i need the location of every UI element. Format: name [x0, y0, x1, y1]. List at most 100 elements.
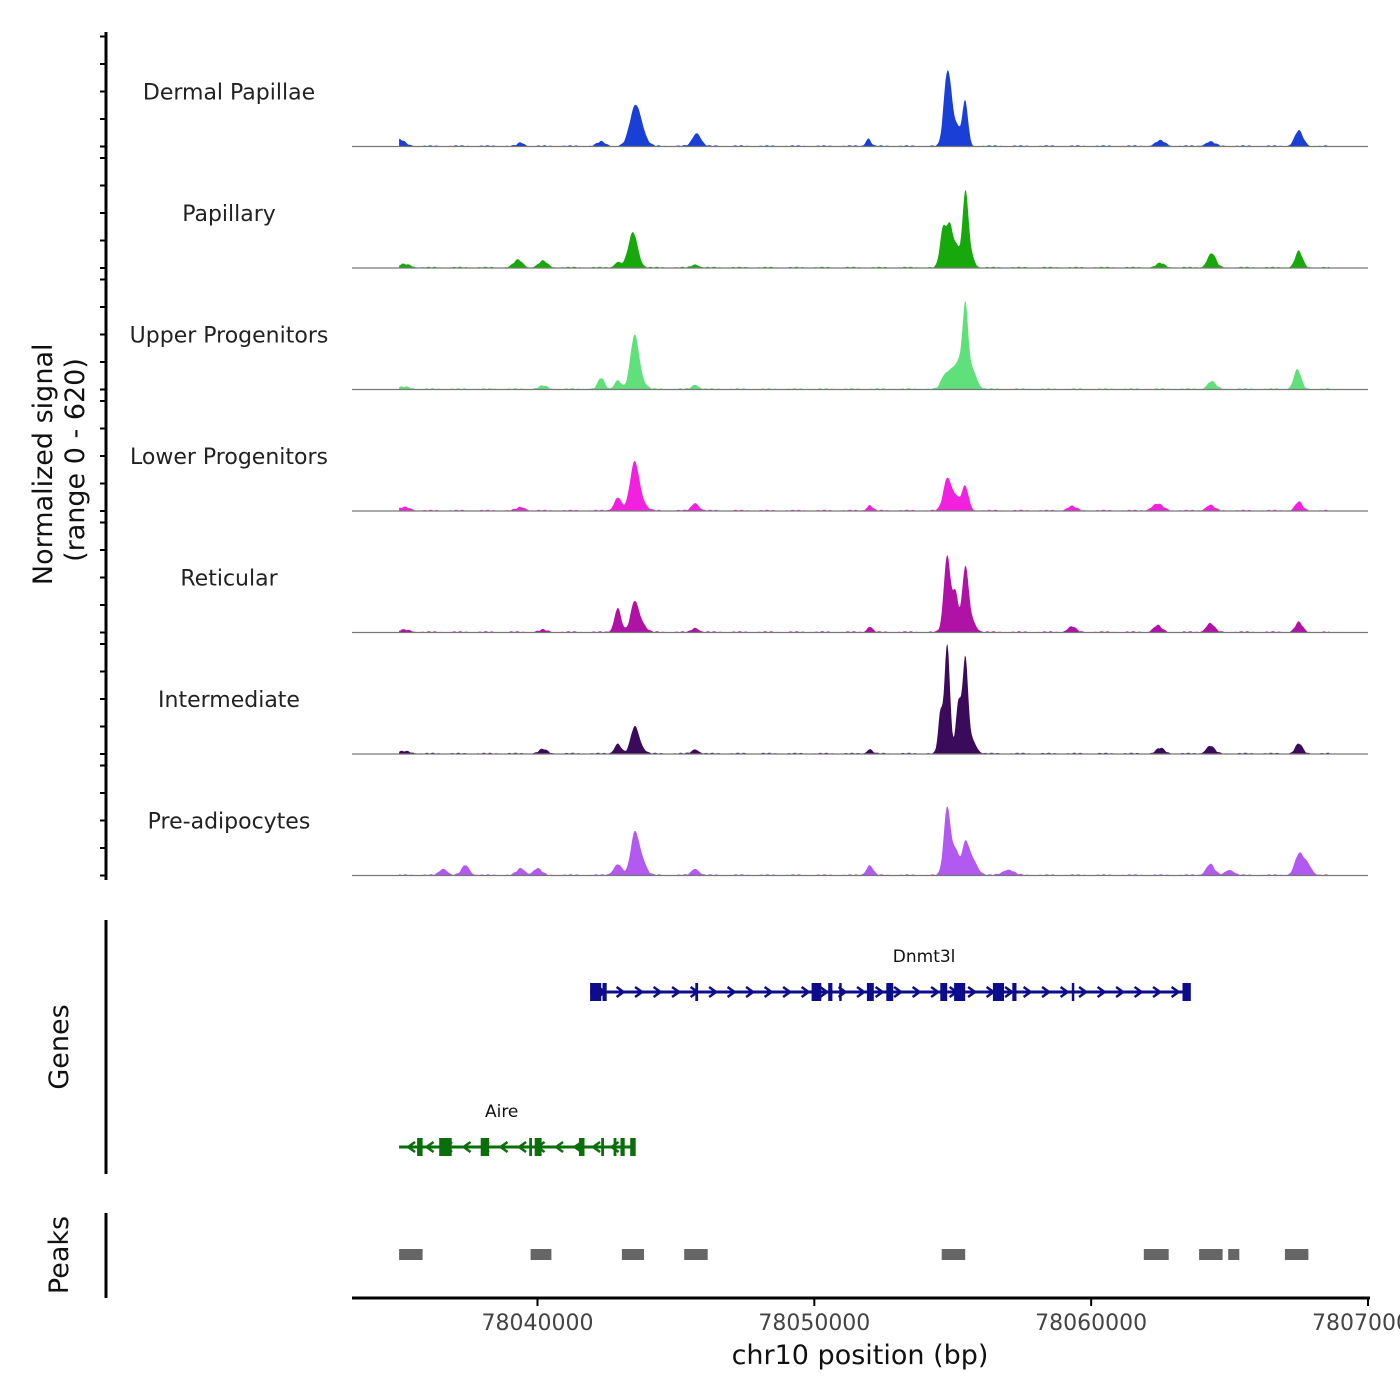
strand-chevron [819, 985, 830, 999]
ylabel-line-2: (range 0 - 620) [60, 358, 91, 562]
x-axis-label: chr10 position (bp) [732, 1340, 989, 1371]
gene-label: Aire [485, 1102, 518, 1122]
exon [439, 1138, 452, 1156]
strand-chevron [911, 985, 922, 999]
strand-chevron [708, 985, 719, 999]
strand-chevron [652, 985, 663, 999]
exon [534, 1138, 542, 1156]
strand-chevron [424, 1140, 435, 1154]
x-tick-label: 78070000 [1312, 1311, 1400, 1336]
track-label: Lower Progenitors [130, 445, 328, 470]
exon [940, 983, 948, 1001]
strand-chevron [1041, 985, 1052, 999]
strand-chevron [1022, 985, 1033, 999]
strand-chevron [763, 985, 774, 999]
coverage-tracks: Dermal Papillae Papillary Upper Progenitor… [130, 70, 1368, 877]
strand-chevron [634, 985, 645, 999]
strand-chevron [893, 985, 904, 999]
track-label: Pre-adipocytes [148, 810, 311, 835]
peak-track [399, 1249, 1309, 1260]
strand-chevron [1170, 985, 1181, 999]
signal-area [399, 301, 1330, 390]
exon [579, 1138, 585, 1156]
signal-area [399, 190, 1330, 268]
peaks-axis-label: Peaks [44, 1216, 75, 1294]
exon [811, 983, 822, 1001]
strand-chevron [856, 985, 867, 999]
strand-chevron [615, 985, 626, 999]
strand-chevron [1059, 985, 1070, 999]
peak-region [399, 1249, 423, 1260]
track-label: Dermal Papillae [143, 81, 315, 106]
strand-chevron [782, 985, 793, 999]
track-dermal-papillae: Dermal Papillae [143, 70, 1368, 148]
exon [828, 983, 833, 1001]
exon [613, 1138, 617, 1156]
track-intermediate: Intermediate [158, 644, 1368, 755]
strand-chevron [800, 985, 811, 999]
peak-region [941, 1249, 966, 1260]
gene-aire: Aire [399, 1102, 636, 1156]
exon [886, 983, 894, 1001]
x-axis-ticks: 78040000 78050000 78060000 78070000 [481, 1298, 1400, 1336]
strand-chevron [405, 1140, 416, 1154]
track-label: Intermediate [158, 688, 300, 713]
strand-chevron [1096, 985, 1107, 999]
exon [601, 1138, 604, 1156]
x-tick-label: 78050000 [758, 1311, 870, 1336]
strand-chevron [1133, 985, 1144, 999]
peak-region [530, 1249, 552, 1260]
signal-y-axis [100, 32, 108, 880]
genes-axis-label: Genes [44, 1004, 75, 1089]
exon [417, 1138, 423, 1156]
signal-area [399, 555, 1330, 633]
strand-chevron [1078, 985, 1089, 999]
exon [590, 983, 602, 1001]
exon [630, 1138, 636, 1156]
strand-chevron [967, 985, 978, 999]
peak-region [1143, 1249, 1169, 1260]
strand-chevron [1004, 985, 1015, 999]
exon [480, 1138, 489, 1156]
track-label: Papillary [182, 202, 276, 227]
strand-chevron [874, 985, 885, 999]
track-papillary: Papillary [182, 190, 1368, 269]
strand-chevron [726, 985, 737, 999]
exon [1012, 983, 1017, 1001]
exon [620, 1138, 625, 1156]
exon [954, 983, 966, 1001]
track-lower-progenitors: Lower Progenitors [130, 445, 1368, 512]
exon [992, 983, 1004, 1001]
exon [602, 983, 607, 1001]
peak-region [621, 1249, 644, 1260]
strand-chevron [745, 985, 756, 999]
x-tick-label: 78060000 [1035, 1311, 1147, 1336]
gene-label: Dnmt3l [893, 947, 956, 967]
strand-chevron [1152, 985, 1163, 999]
strand-chevron [553, 1140, 564, 1154]
peak-region [1228, 1249, 1240, 1260]
signal-area [399, 644, 1330, 754]
signal-area [399, 460, 1330, 511]
signal-y-axis-label: Normalized signal (range 0 - 620) [28, 335, 91, 585]
peak-region [684, 1249, 708, 1260]
track-reticular: Reticular [180, 555, 1368, 634]
x-tick-label: 78040000 [481, 1311, 593, 1336]
gene-annotation-track: Dnmt3l Aire [399, 947, 1191, 1156]
ylabel-line-1: Normalized signal [28, 344, 59, 586]
track-pre-adipocytes: Pre-adipocytes [148, 806, 1368, 877]
strand-chevron [671, 985, 682, 999]
strand-chevron [930, 985, 941, 999]
exon [1182, 983, 1191, 1001]
peak-region [1199, 1249, 1223, 1260]
signal-area [399, 70, 1330, 147]
signal-area [399, 806, 1330, 876]
strand-chevron [516, 1140, 527, 1154]
strand-chevron [461, 1140, 472, 1154]
track-upper-progenitors: Upper Progenitors [130, 301, 1368, 391]
exon [529, 1138, 532, 1156]
track-label: Reticular [180, 567, 278, 592]
gene-dnmt3l: Dnmt3l [590, 947, 1191, 1001]
peak-region [1284, 1249, 1309, 1260]
